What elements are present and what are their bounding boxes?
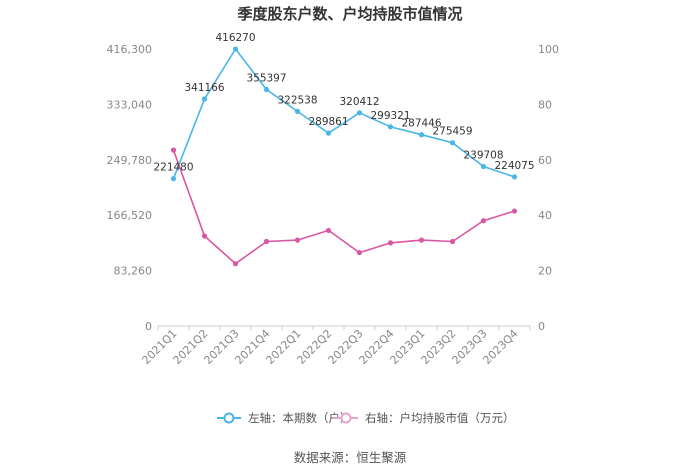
y-right-tick-label: 0 xyxy=(538,320,545,333)
series-line-households xyxy=(172,47,515,179)
legend-marker-households xyxy=(223,412,235,424)
data-point-households xyxy=(387,124,394,130)
chart-title: 季度股东户数、户均持股市值情况 xyxy=(237,5,462,23)
y-left-tick-label: 333,040 xyxy=(107,98,153,111)
data-label-households: 287446 xyxy=(401,118,441,130)
data-point-market-value xyxy=(387,240,394,246)
data-label-households: 355397 xyxy=(246,73,286,85)
data-point-households xyxy=(480,163,487,170)
legend-label-households: 左轴：本期数（户） xyxy=(248,411,352,425)
data-point-households xyxy=(263,86,270,93)
data-point-households xyxy=(170,176,177,182)
series-layer: 221480 341166 416270 355397 322538 289861 3204… xyxy=(153,32,535,267)
data-label-households: 289861 xyxy=(308,116,348,128)
y-left-tick-label: 0 xyxy=(145,320,152,333)
y-right-tick-label: 100 xyxy=(538,43,559,56)
y-left-tick-label: 249,780 xyxy=(107,154,153,167)
data-point-households xyxy=(325,130,332,136)
data-label-households: 341166 xyxy=(184,82,224,94)
legend-item-market-value[interactable]: 右轴：户均持股市值（万元） xyxy=(334,411,515,425)
y-right-tick-label: 20 xyxy=(538,265,552,278)
data-point-market-value xyxy=(418,237,425,243)
data-point-market-value xyxy=(201,233,208,239)
data-point-market-value xyxy=(356,249,363,256)
data-point-households xyxy=(449,140,456,146)
y-left-tick-label: 166,520 xyxy=(107,209,153,222)
legend[interactable]: 左轴：本期数（户） 右轴：户均持股市值（万元） xyxy=(217,411,515,425)
data-point-households xyxy=(511,174,518,180)
axes: 0 83,260 166,520 249,780 333,040 416,300 0 20 40… xyxy=(107,43,560,367)
data-label-households: 320412 xyxy=(339,96,379,108)
data-label-households: 416270 xyxy=(215,32,255,44)
data-label-households: 322538 xyxy=(277,94,317,106)
data-point-market-value xyxy=(449,238,456,245)
data-point-market-value xyxy=(232,261,239,267)
data-point-market-value xyxy=(263,238,270,245)
data-point-market-value xyxy=(294,237,301,243)
data-label-households: 239708 xyxy=(463,150,503,162)
x-tick-label: 2023Q4 xyxy=(481,327,521,367)
data-point-households xyxy=(418,132,425,138)
legend-marker-market-value xyxy=(340,412,352,424)
legend-item-households[interactable]: 左轴：本期数（户） xyxy=(217,411,352,425)
y-left-tick-label: 83,260 xyxy=(114,265,153,278)
y-right-tick-label: 60 xyxy=(538,154,552,167)
data-label-households: 221480 xyxy=(153,162,193,174)
y-right-tick-label: 80 xyxy=(538,98,552,111)
data-point-market-value xyxy=(325,227,332,234)
data-label-households: 224075 xyxy=(494,160,534,172)
y-right-tick-label: 40 xyxy=(538,209,552,222)
data-label-households: 299321 xyxy=(370,110,410,122)
data-point-households xyxy=(232,46,239,52)
data-point-households xyxy=(294,108,301,114)
data-point-market-value xyxy=(480,218,487,224)
data-point-market-value xyxy=(511,208,518,214)
data-point-households xyxy=(356,110,363,116)
legend-label-market-value: 右轴：户均持股市值（万元） xyxy=(365,411,515,425)
source-note: 数据来源：恒生聚源 xyxy=(294,450,407,465)
series-line-market-value xyxy=(172,149,515,265)
data-point-households xyxy=(201,96,208,102)
y-left-tick-label: 416,300 xyxy=(107,43,153,56)
data-label-households: 275459 xyxy=(432,126,472,138)
data-point-market-value xyxy=(170,147,177,153)
